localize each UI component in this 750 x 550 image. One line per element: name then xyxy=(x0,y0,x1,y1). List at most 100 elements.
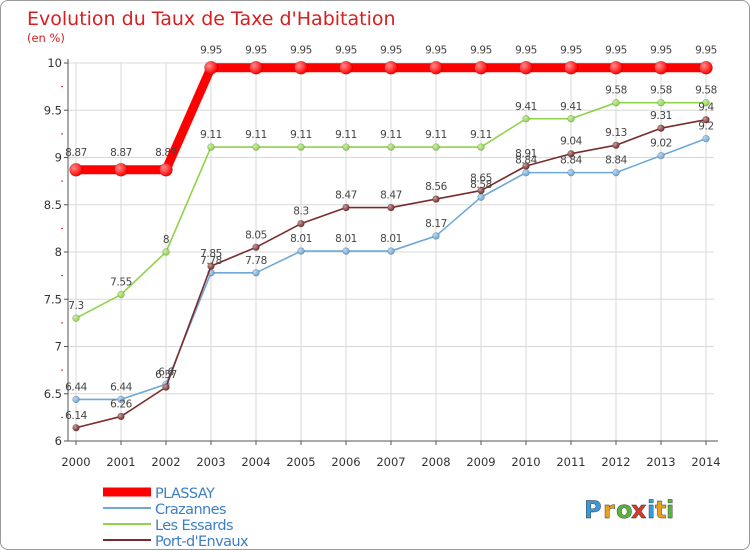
data-label-plassay-2000: 8.87 xyxy=(65,147,87,159)
x-tick-label-2005: 2005 xyxy=(286,455,315,469)
data-point-highlight xyxy=(204,61,218,75)
y-tick-label-10: 10 xyxy=(47,56,62,70)
data-label-plassay-2008: 9.95 xyxy=(425,45,447,57)
data-label-les-essards-2001: 7.55 xyxy=(110,277,132,289)
data-label-layer: 7.3 7.55 8 9.11 9.11 9.11 9.11 9.11 9.11 9.11 9.41… xyxy=(65,45,717,422)
data-point-highlight xyxy=(612,141,620,149)
data-label-port-d-envaux-2002: 6.57 xyxy=(155,369,177,381)
data-label-plassay-2012: 9.95 xyxy=(605,45,627,57)
x-tick-label-2011: 2011 xyxy=(556,455,585,469)
data-point-highlight xyxy=(72,396,80,403)
data-point-highlight xyxy=(702,99,710,107)
data-label-les-essards-2004: 9.11 xyxy=(245,129,267,141)
data-point-highlight xyxy=(294,61,308,75)
y-tick-label-7: 7 xyxy=(55,340,62,354)
data-label-plassay-2006: 9.95 xyxy=(335,45,357,57)
x-tick-label-2004: 2004 xyxy=(241,455,270,469)
data-point-highlight xyxy=(342,204,350,211)
y-tick-label-9.5: 9.5 xyxy=(44,103,62,117)
data-label-crazannes-2003: 7.78 xyxy=(200,255,222,267)
data-point-highlight xyxy=(567,115,575,123)
data-label-les-essards-2014: 9.58 xyxy=(695,85,717,97)
data-point-highlight xyxy=(432,143,440,151)
data-label-crazannes-2008: 8.17 xyxy=(425,218,447,230)
data-label-crazannes-2013: 9.02 xyxy=(650,138,672,150)
data-point-highlight xyxy=(159,163,173,177)
legend-label-port-d-envaux: Port-d'Envaux xyxy=(155,534,249,550)
data-point-highlight xyxy=(612,99,620,107)
data-label-les-essards-2003: 9.11 xyxy=(200,129,222,141)
data-point-highlight xyxy=(522,162,530,170)
data-point-highlight xyxy=(609,61,623,75)
x-tick-label-2007: 2007 xyxy=(376,455,405,469)
data-label-port-d-envaux-2011: 9.04 xyxy=(560,136,582,148)
data-point-highlight xyxy=(297,247,305,255)
data-point-highlight xyxy=(342,143,350,151)
logo-letter: x xyxy=(631,496,647,524)
data-point-highlight xyxy=(564,61,578,75)
data-point-highlight xyxy=(387,247,395,255)
data-label-port-d-envaux-2007: 8.47 xyxy=(380,190,402,202)
data-label-port-d-envaux-2001: 6.26 xyxy=(110,398,132,410)
data-label-port-d-envaux-2012: 9.13 xyxy=(605,127,627,139)
legend-label-plassay: PLASSAY xyxy=(155,486,215,502)
x-tick-label-2000: 2000 xyxy=(61,455,90,469)
data-label-les-essards-2006: 9.11 xyxy=(335,129,357,141)
y-axis-unit-label: (en %) xyxy=(27,31,65,45)
y-tick-label-8: 8 xyxy=(55,245,62,259)
data-point-highlight xyxy=(657,99,665,107)
legend-label-les-essards: Les Essards xyxy=(155,518,233,534)
data-point-highlight xyxy=(384,61,398,75)
data-point-highlight xyxy=(297,220,305,228)
data-label-crazannes-2007: 8.01 xyxy=(380,233,402,245)
data-point-highlight xyxy=(519,61,533,75)
data-label-plassay-2003: 9.95 xyxy=(200,45,222,57)
series-layer xyxy=(69,60,713,432)
logo-letter: r xyxy=(603,496,615,524)
y-tick-label-7.5: 7.5 xyxy=(44,292,62,306)
data-point-highlight xyxy=(339,61,353,75)
data-label-port-d-envaux-2009: 8.65 xyxy=(470,173,492,185)
y-tick-label-9: 9 xyxy=(55,151,62,165)
data-point-highlight xyxy=(342,247,350,255)
data-label-plassay-2005: 9.95 xyxy=(290,45,312,57)
data-label-les-essards-2010: 9.41 xyxy=(515,101,537,113)
data-label-port-d-envaux-2004: 8.05 xyxy=(245,229,267,241)
data-point-highlight xyxy=(117,291,125,298)
data-point-highlight xyxy=(567,150,575,158)
data-label-port-d-envaux-2003: 7.85 xyxy=(200,248,222,260)
data-point-highlight xyxy=(477,193,485,201)
data-point-highlight xyxy=(702,135,710,143)
legend-label-crazannes: Crazannes xyxy=(155,502,226,518)
data-point-highlight xyxy=(522,169,530,177)
x-tick-label-2001: 2001 xyxy=(106,455,135,469)
data-label-plassay-2014: 9.95 xyxy=(695,45,717,57)
data-label-les-essards-2005: 9.11 xyxy=(290,129,312,141)
data-point-highlight xyxy=(114,163,128,177)
data-point-highlight xyxy=(699,61,713,75)
y-tick-label-6.5: 6.5 xyxy=(44,387,62,401)
x-tick-label-2014: 2014 xyxy=(691,455,720,469)
data-label-les-essards-2000: 7.3 xyxy=(68,300,84,312)
data-label-les-essards-2013: 9.58 xyxy=(650,85,672,97)
data-label-les-essards-2011: 9.41 xyxy=(560,101,582,113)
data-point-highlight xyxy=(297,143,305,151)
x-tick-label-2003: 2003 xyxy=(196,455,225,469)
data-label-plassay-2007: 9.95 xyxy=(380,45,402,57)
data-label-plassay-2013: 9.95 xyxy=(650,45,672,57)
grid-layer xyxy=(68,62,714,442)
data-point-highlight xyxy=(432,232,440,240)
data-label-plassay-2001: 8.87 xyxy=(110,147,132,159)
data-label-plassay-2002: 8.87 xyxy=(155,147,177,159)
data-point-highlight xyxy=(657,124,665,132)
data-label-port-d-envaux-2014: 9.4 xyxy=(698,102,714,114)
data-point-highlight xyxy=(612,169,620,177)
data-label-port-d-envaux-2006: 8.47 xyxy=(335,190,357,202)
data-label-port-d-envaux-2010: 8.91 xyxy=(515,148,537,160)
logo-letter: t xyxy=(655,496,666,524)
data-label-les-essards-2002: 8 xyxy=(163,234,169,246)
data-point-highlight xyxy=(387,143,395,151)
